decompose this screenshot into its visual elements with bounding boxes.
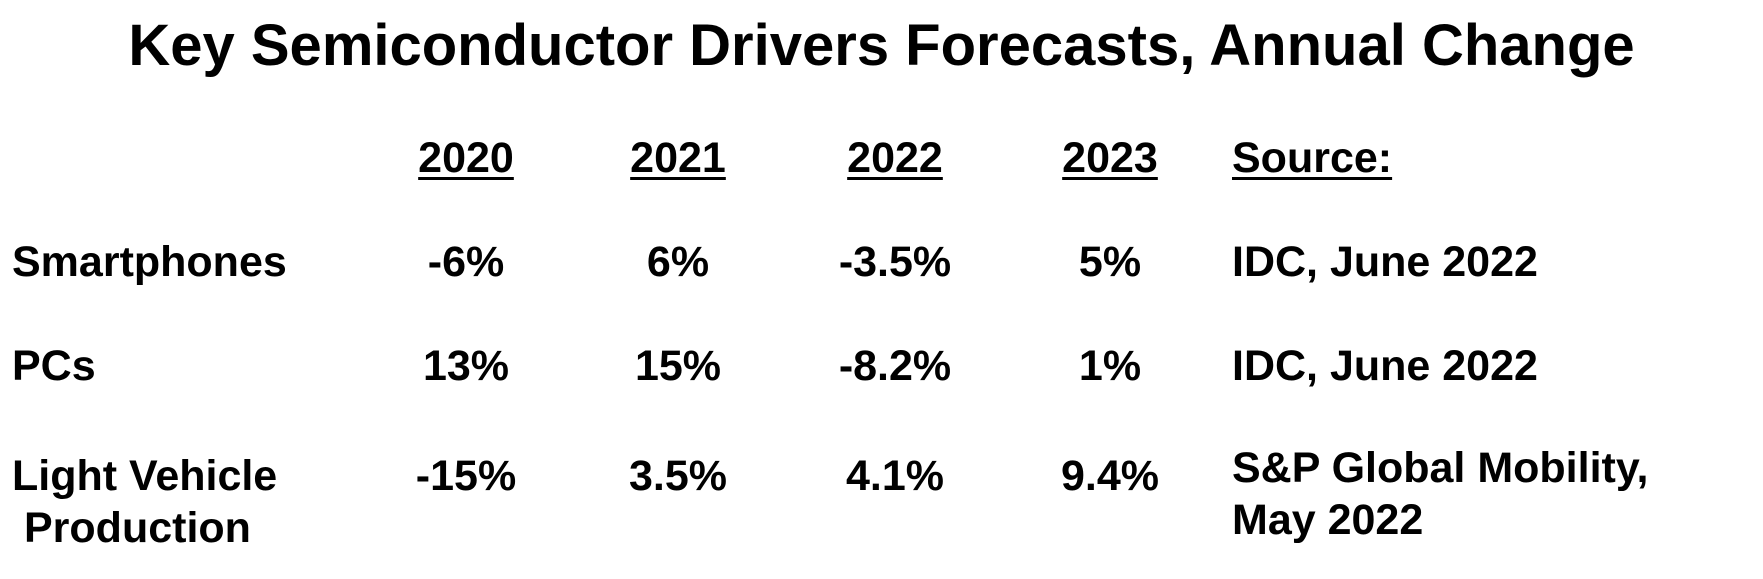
table-cell: 5% — [1078, 238, 1142, 286]
table-cell: -15% — [415, 452, 517, 500]
row-label-pcs: PCs — [12, 342, 96, 390]
row-source-smartphones: IDC, June 2022 — [1232, 238, 1538, 286]
table-cell: -3.5% — [838, 238, 952, 286]
row-label-light-vehicle: Light Vehicle — [12, 452, 278, 500]
row-source-light-vehicle-line2: May 2022 — [1232, 496, 1424, 544]
header-year-2022: 2022 — [847, 134, 943, 182]
page-title: Key Semiconductor Drivers Forecasts, Ann… — [128, 13, 1635, 78]
header-year-2020: 2020 — [418, 134, 514, 182]
table-cell: 3.5% — [628, 452, 727, 500]
row-label-production: Production — [24, 504, 251, 552]
table-cell: -8.2% — [838, 342, 952, 390]
header-source: Source: — [1232, 134, 1393, 182]
row-label-smartphones: Smartphones — [12, 238, 287, 286]
row-source-pcs: IDC, June 2022 — [1232, 342, 1538, 390]
table-cell: 4.1% — [845, 452, 944, 500]
table-cell: 9.4% — [1060, 452, 1159, 500]
row-source-light-vehicle-line1: S&P Global Mobility, — [1232, 444, 1649, 492]
table-cell: 13% — [422, 342, 510, 390]
table-cell: 15% — [634, 342, 722, 390]
table-cell: 6% — [646, 238, 710, 286]
header-year-2021: 2021 — [630, 134, 726, 182]
table-cell: 1% — [1078, 342, 1142, 390]
header-year-2023: 2023 — [1062, 134, 1158, 182]
table-cell: -6% — [427, 238, 505, 286]
